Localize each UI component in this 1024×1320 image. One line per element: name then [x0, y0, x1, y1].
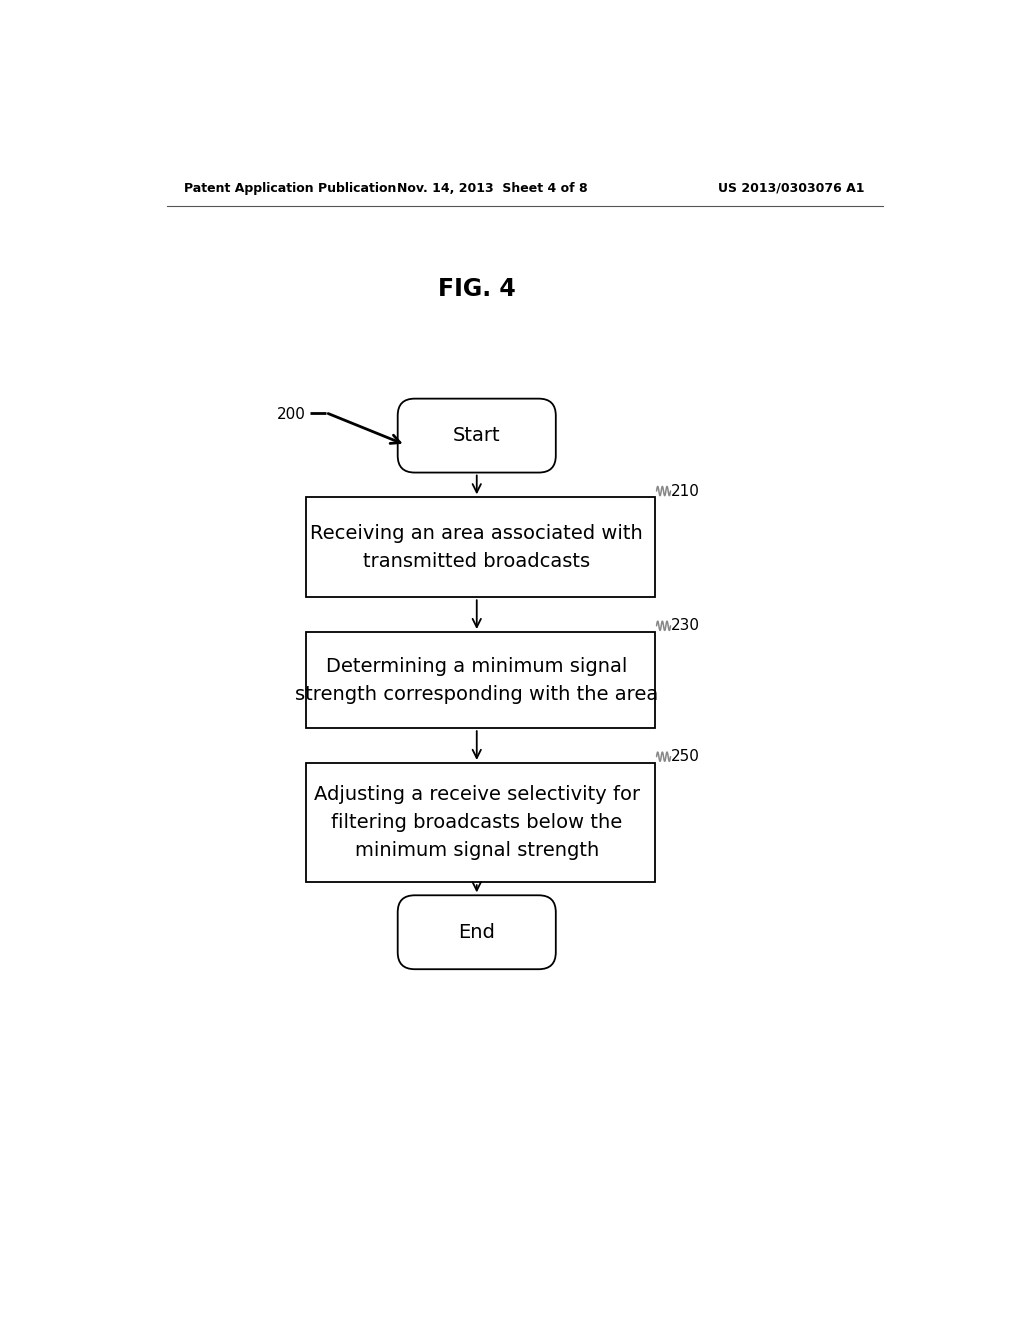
Text: End: End [459, 923, 496, 941]
Text: Nov. 14, 2013  Sheet 4 of 8: Nov. 14, 2013 Sheet 4 of 8 [397, 182, 588, 194]
Text: FIG. 4: FIG. 4 [438, 277, 516, 301]
Text: Adjusting a receive selectivity for
filtering broadcasts below the
minimum signa: Adjusting a receive selectivity for filt… [313, 785, 640, 861]
Text: US 2013/0303076 A1: US 2013/0303076 A1 [718, 182, 864, 194]
FancyBboxPatch shape [397, 399, 556, 473]
Text: Start: Start [453, 426, 501, 445]
Bar [306, 632, 655, 729]
Text: 210: 210 [671, 483, 699, 499]
Text: Determining a minimum signal
strength corresponding with the area: Determining a minimum signal strength co… [295, 656, 658, 704]
Text: 200: 200 [276, 407, 306, 421]
Text: 250: 250 [671, 750, 699, 764]
FancyBboxPatch shape [397, 895, 556, 969]
Text: 230: 230 [671, 618, 699, 634]
Text: Receiving an area associated with
transmitted broadcasts: Receiving an area associated with transm… [310, 524, 643, 570]
Bar [306, 763, 655, 882]
Text: Patent Application Publication: Patent Application Publication [183, 182, 396, 194]
Bar [306, 498, 655, 597]
